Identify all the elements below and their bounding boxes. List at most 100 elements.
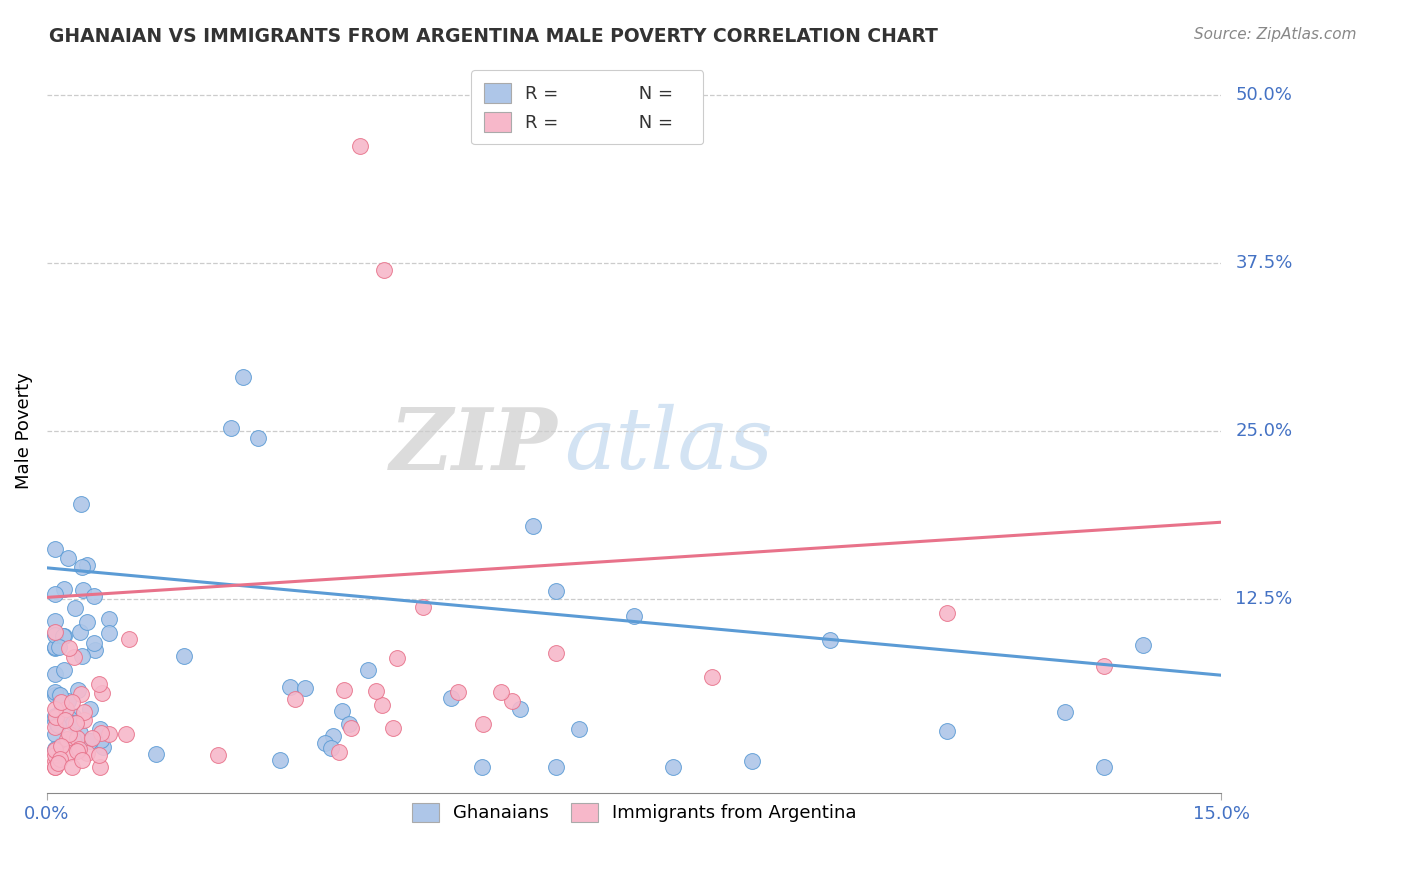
Ghanaians	[471, 759, 494, 773]
Immigrants from Argentina	[385, 651, 408, 665]
Immigrants from Argentina	[118, 632, 141, 647]
Text: 37.5%: 37.5%	[1236, 254, 1292, 272]
Immigrants from Argentina	[1092, 658, 1115, 673]
Ghanaians	[65, 601, 87, 615]
Immigrants from Argentina	[702, 670, 724, 684]
Immigrants from Argentina	[56, 732, 79, 747]
Ghanaians	[509, 701, 531, 715]
Ghanaians	[818, 632, 841, 647]
Immigrants from Argentina	[70, 753, 93, 767]
Ghanaians	[83, 642, 105, 657]
Ghanaians	[322, 730, 344, 744]
Ghanaians	[44, 542, 66, 557]
Immigrants from Argentina	[333, 683, 356, 698]
Ghanaians	[48, 709, 70, 723]
Immigrants from Argentina	[936, 606, 959, 620]
Immigrants from Argentina	[89, 759, 111, 773]
Ghanaians	[544, 759, 567, 773]
Immigrants from Argentina	[55, 702, 77, 716]
Ghanaians	[741, 754, 763, 768]
Ghanaians	[44, 684, 66, 698]
Ghanaians	[52, 582, 75, 597]
Ghanaians	[232, 370, 254, 384]
Immigrants from Argentina	[73, 705, 96, 719]
Immigrants from Argentina	[471, 717, 494, 731]
Ghanaians	[52, 629, 75, 643]
Y-axis label: Male Poverty: Male Poverty	[15, 373, 32, 490]
Text: atlas: atlas	[564, 404, 773, 487]
Ghanaians	[44, 666, 66, 681]
Text: 80: 80	[614, 90, 637, 108]
Immigrants from Argentina	[412, 600, 434, 615]
Ghanaians	[52, 629, 75, 643]
Ghanaians	[330, 705, 353, 719]
Ghanaians	[1053, 706, 1076, 720]
Ghanaians	[44, 709, 66, 723]
Immigrants from Argentina	[371, 698, 394, 712]
Ghanaians	[98, 612, 121, 626]
Immigrants from Argentina	[207, 747, 229, 762]
Ghanaians	[44, 640, 66, 654]
Immigrants from Argentina	[501, 694, 523, 708]
Immigrants from Argentina	[53, 713, 76, 727]
Immigrants from Argentina	[44, 759, 66, 773]
Immigrants from Argentina	[349, 139, 371, 153]
Ghanaians	[522, 519, 544, 533]
Immigrants from Argentina	[58, 641, 80, 656]
Immigrants from Argentina	[382, 721, 405, 735]
Immigrants from Argentina	[44, 702, 66, 716]
Immigrants from Argentina	[49, 752, 72, 766]
Immigrants from Argentina	[44, 743, 66, 757]
Immigrants from Argentina	[66, 731, 89, 745]
Immigrants from Argentina	[45, 709, 67, 723]
Ghanaians	[546, 584, 568, 599]
Ghanaians	[89, 722, 111, 736]
Ghanaians	[1092, 759, 1115, 773]
Ghanaians	[44, 742, 66, 756]
Ghanaians	[72, 648, 94, 663]
Text: 25.0%: 25.0%	[1236, 422, 1292, 440]
Immigrants from Argentina	[284, 692, 307, 706]
Ghanaians	[48, 689, 70, 703]
Ghanaians	[357, 663, 380, 677]
Ghanaians	[269, 753, 291, 767]
Ghanaians	[69, 625, 91, 640]
Ghanaians	[44, 727, 66, 741]
Ghanaians	[76, 615, 98, 629]
Ghanaians	[247, 431, 270, 445]
Ghanaians	[337, 717, 360, 731]
Ghanaians	[49, 688, 72, 702]
Text: ZIP: ZIP	[389, 404, 558, 487]
Ghanaians	[44, 615, 66, 629]
Ghanaians	[79, 733, 101, 747]
Legend: Ghanaians, Immigrants from Argentina: Ghanaians, Immigrants from Argentina	[399, 790, 869, 835]
Ghanaians	[936, 724, 959, 739]
Immigrants from Argentina	[340, 721, 363, 735]
Ghanaians	[44, 628, 66, 642]
Ghanaians	[46, 717, 69, 731]
Immigrants from Argentina	[328, 745, 350, 759]
Ghanaians	[294, 681, 316, 695]
Ghanaians	[62, 716, 84, 731]
Immigrants from Argentina	[90, 686, 112, 700]
Immigrants from Argentina	[76, 746, 98, 760]
Ghanaians	[69, 725, 91, 739]
Ghanaians	[278, 680, 301, 694]
Ghanaians	[314, 736, 336, 750]
Ghanaians	[51, 739, 73, 753]
Ghanaians	[319, 741, 342, 756]
Immigrants from Argentina	[44, 624, 66, 639]
Text: 0.153: 0.153	[523, 111, 579, 129]
Text: -0.125: -0.125	[523, 90, 581, 108]
Ghanaians	[90, 733, 112, 747]
Immigrants from Argentina	[58, 746, 80, 760]
Ghanaians	[145, 747, 167, 761]
Ghanaians	[70, 560, 93, 574]
Ghanaians	[62, 731, 84, 746]
Immigrants from Argentina	[44, 754, 66, 768]
Ghanaians	[44, 688, 66, 702]
Immigrants from Argentina	[447, 685, 470, 699]
Immigrants from Argentina	[87, 677, 110, 691]
Ghanaians	[72, 583, 94, 598]
Immigrants from Argentina	[58, 727, 80, 741]
